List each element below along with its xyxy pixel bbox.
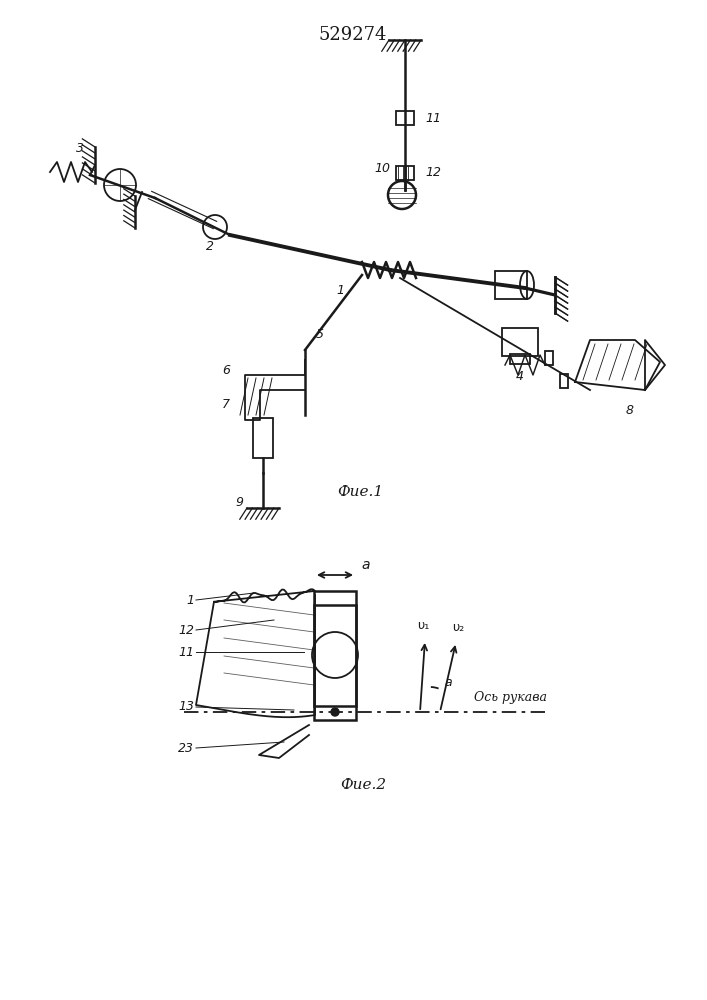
Bar <box>396 166 414 180</box>
Text: 9: 9 <box>235 496 243 510</box>
Bar <box>314 591 356 706</box>
Bar <box>560 374 568 388</box>
Bar <box>253 418 273 458</box>
Bar <box>545 351 553 365</box>
Text: 3: 3 <box>76 142 84 155</box>
Text: Ось рукава: Ось рукава <box>474 691 547 704</box>
Text: υ₁: υ₁ <box>417 619 429 632</box>
Bar <box>314 605 356 720</box>
Circle shape <box>331 708 339 716</box>
Text: 7: 7 <box>222 398 230 412</box>
Text: Фие.1: Фие.1 <box>337 485 383 499</box>
Text: 2: 2 <box>206 240 214 253</box>
Text: 5: 5 <box>316 328 324 342</box>
Text: 1: 1 <box>186 593 194 606</box>
Text: 6: 6 <box>222 363 230 376</box>
Bar <box>396 111 414 125</box>
Bar <box>502 328 538 356</box>
Text: 12: 12 <box>425 166 441 180</box>
Text: a: a <box>361 558 370 572</box>
Text: 8: 8 <box>626 404 634 417</box>
Bar <box>510 354 530 364</box>
Text: 11: 11 <box>178 646 194 658</box>
Bar <box>495 271 527 299</box>
Text: 1: 1 <box>336 284 344 296</box>
Text: 4: 4 <box>516 370 524 383</box>
Text: 23: 23 <box>178 742 194 754</box>
Text: 10: 10 <box>374 162 390 175</box>
Text: Фие.2: Фие.2 <box>340 778 386 792</box>
Text: υ₂: υ₂ <box>452 621 464 634</box>
Text: 11: 11 <box>425 111 441 124</box>
Text: 13: 13 <box>178 700 194 714</box>
Text: 12: 12 <box>178 624 194 637</box>
Text: 529274: 529274 <box>319 26 387 44</box>
Text: a: a <box>444 676 452 688</box>
